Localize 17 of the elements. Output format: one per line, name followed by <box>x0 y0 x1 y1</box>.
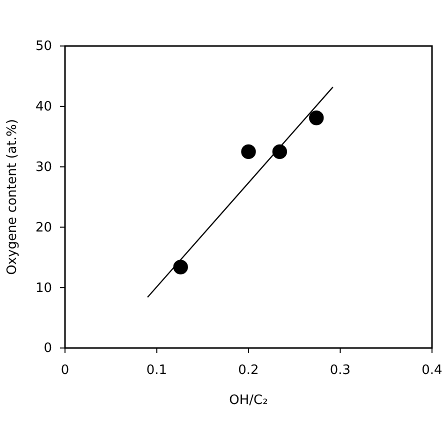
x-tick-label: 0.4 <box>422 363 442 378</box>
y-axis-title: Oxygene content (at.%) <box>5 119 20 275</box>
y-tick-label: 30 <box>35 160 52 175</box>
point <box>309 110 324 126</box>
point <box>173 260 188 274</box>
x-tick-label: 0.2 <box>238 363 259 378</box>
x-tick-label: 0 <box>60 363 70 378</box>
y-tick-label: 40 <box>35 100 52 115</box>
point <box>241 144 256 160</box>
x-tick-label: 0.3 <box>330 363 351 378</box>
y-tick-label: 0 <box>44 341 52 356</box>
point <box>272 144 288 160</box>
y-tick-label: 10 <box>35 280 52 296</box>
x-axis-title: OH/C₂ <box>229 393 268 408</box>
x-tick-label: 0.1 <box>146 363 168 378</box>
y-tick-label: 50 <box>35 39 52 54</box>
y-tick-label: 20 <box>35 220 52 236</box>
